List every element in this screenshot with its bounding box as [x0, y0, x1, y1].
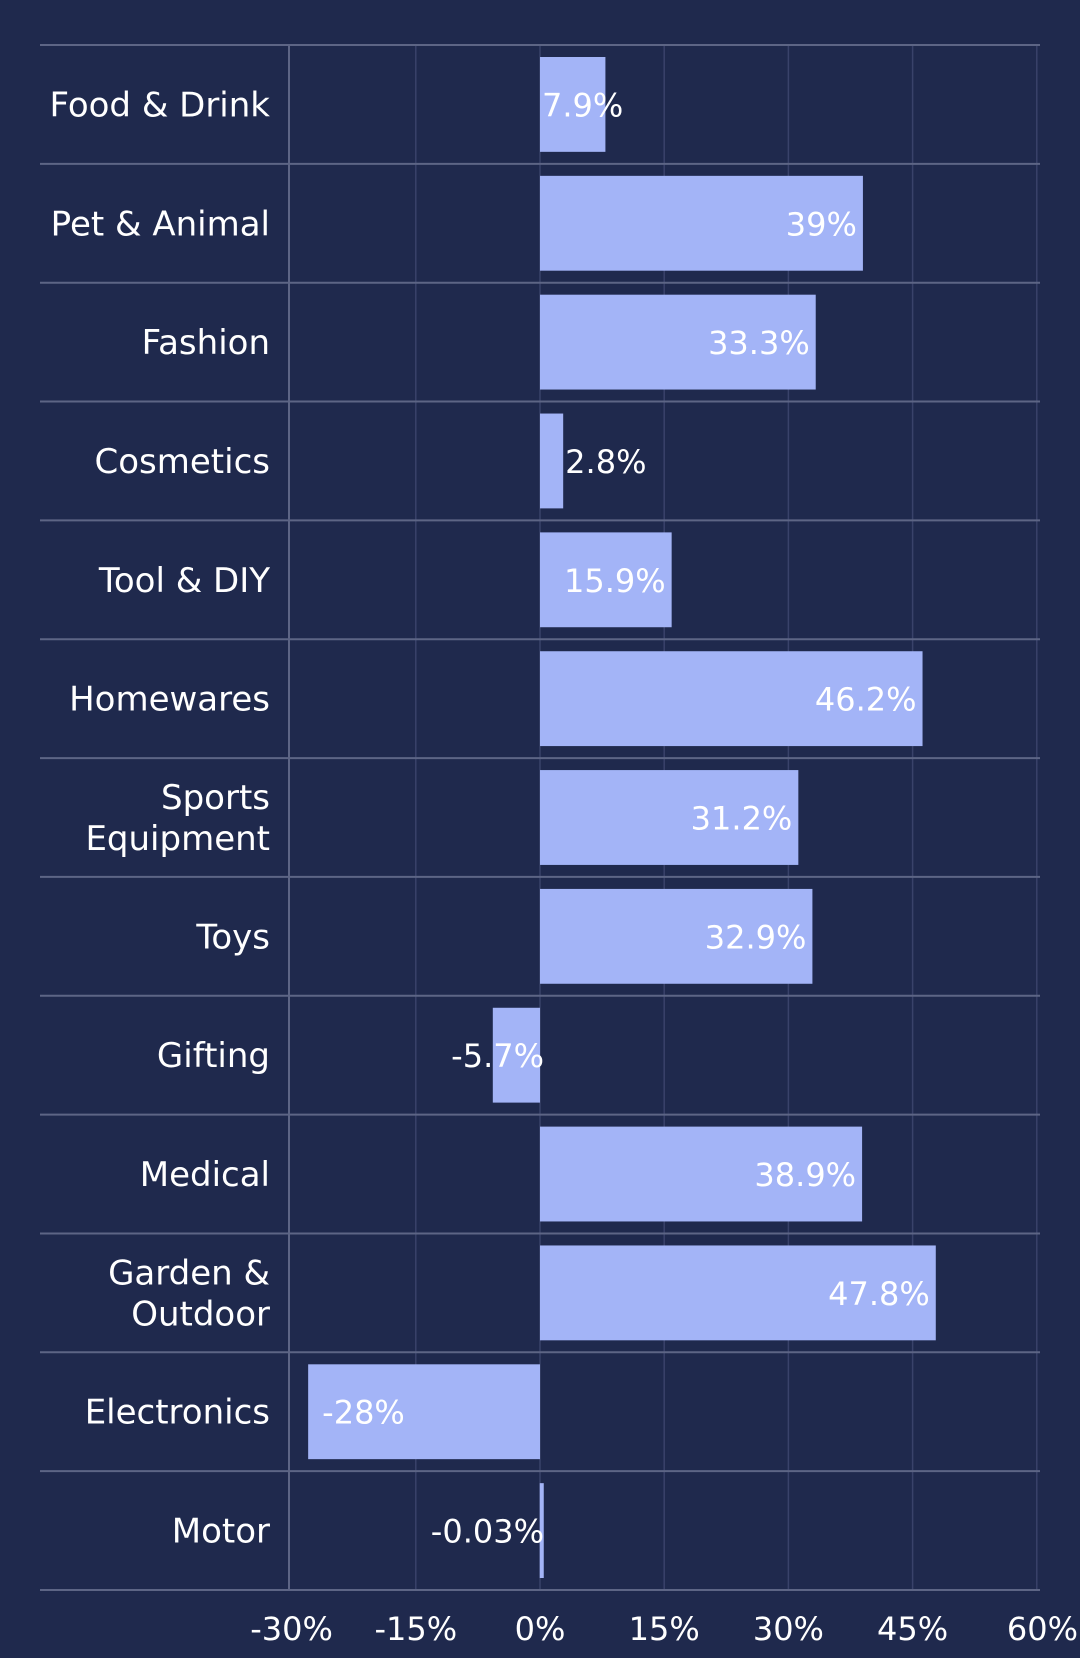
value-label-1: 39% — [786, 205, 857, 243]
bar-1 — [540, 175, 863, 271]
x-axis-tick-labels: -30% -15% 0% 15% 30% 45% 60% — [250, 1610, 1078, 1648]
row-dividers — [40, 44, 1040, 1591]
value-label-0: 7.9% — [542, 86, 623, 124]
category-label-9: Medical — [140, 1155, 270, 1195]
category-label-10: Garden & Outdoor — [108, 1253, 270, 1334]
bar-7 — [540, 888, 813, 984]
category-labels: Food & Drink Pet & Animal Fashion Cosmetics… — [49, 85, 270, 1551]
value-label-8: -5.7% — [451, 1037, 544, 1075]
value-label-2: 33.3% — [708, 324, 810, 362]
bars — [308, 57, 936, 1578]
category-label-11: Electronics — [85, 1393, 270, 1433]
x-tick-label-4: 30% — [753, 1610, 824, 1648]
bar-10 — [540, 1245, 936, 1341]
value-label-3: 2.8% — [565, 443, 646, 481]
bar-9 — [540, 1126, 863, 1222]
bar-12 — [539, 1483, 544, 1578]
category-label-12: Motor — [172, 1512, 270, 1552]
category-label-4: Tool & DIY — [98, 561, 270, 601]
value-labels: 7.9% 39% 33.3% 2.8% 15.9% 46.2% 31.2% 32.9% -5.7… — [322, 86, 930, 1550]
bar-8 — [492, 1007, 540, 1103]
bar-3 — [540, 413, 564, 509]
x-tick-label-6: 60% — [1007, 1610, 1078, 1648]
category-label-5: Homewares — [69, 680, 270, 720]
value-label-6: 31.2% — [691, 800, 793, 838]
bar-4 — [540, 532, 672, 628]
x-tick-label-3: 15% — [629, 1610, 700, 1648]
x-tick-label-5: 45% — [877, 1610, 948, 1648]
bar-6 — [540, 770, 799, 865]
category-label-7: Toys — [195, 917, 270, 957]
x-tick-label-0: -30% — [250, 1610, 333, 1648]
value-label-9: 38.9% — [754, 1156, 856, 1194]
category-label-0: Food & Drink — [49, 85, 270, 125]
value-label-12: -0.03% — [431, 1513, 544, 1551]
category-label-1: Pet & Animal — [51, 204, 270, 244]
value-label-7: 32.9% — [705, 918, 807, 956]
value-label-10: 47.8% — [828, 1275, 930, 1313]
value-label-5: 46.2% — [815, 681, 917, 719]
category-label-2: Fashion — [142, 323, 270, 363]
x-tick-label-2: 0% — [515, 1610, 566, 1648]
category-label-8: Gifting — [157, 1036, 270, 1076]
category-label-3: Cosmetics — [95, 442, 270, 482]
category-label-6: Sports Equipment — [85, 778, 270, 859]
x-tick-label-1: -15% — [374, 1610, 457, 1648]
value-label-11: -28% — [322, 1394, 405, 1432]
bar-0 — [540, 57, 606, 152]
bar-2 — [540, 294, 816, 390]
bar-5 — [540, 651, 923, 747]
value-label-4: 15.9% — [564, 562, 666, 600]
bar-11 — [308, 1364, 540, 1460]
